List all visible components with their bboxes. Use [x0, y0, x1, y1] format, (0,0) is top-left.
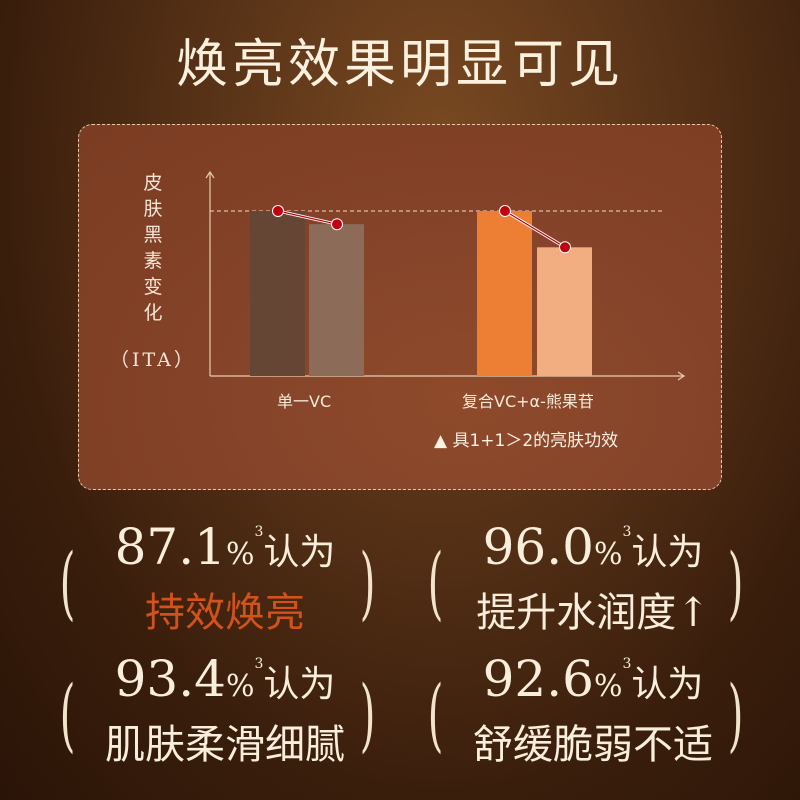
data-point	[559, 241, 571, 254]
close-paren: )	[359, 668, 376, 761]
stat-headline: 96.0%3认为	[428, 518, 758, 576]
close-paren: )	[359, 536, 376, 629]
open-paren: (	[59, 536, 76, 629]
stat-block: ( 96.0%3认为 提升水润度↑ )	[428, 518, 758, 638]
chart-annotation: ▲ 具1+1＞2的亮肤功效	[434, 431, 619, 451]
stat-suffix: 认为	[631, 532, 704, 573]
close-paren: )	[727, 668, 744, 761]
data-point	[272, 205, 284, 217]
bar	[537, 247, 592, 376]
open-paren: (	[427, 668, 444, 761]
trend-line-inner	[504, 210, 566, 248]
data-point	[499, 205, 511, 217]
stat-value: 87.1	[114, 518, 226, 576]
data-point	[331, 218, 343, 231]
y-axis-label: 皮肤黑素变化	[143, 172, 163, 324]
stat-unit: %	[593, 669, 623, 704]
stat-suffix: 认为	[263, 664, 336, 705]
footnote-marker: 3	[622, 524, 632, 540]
stat-description: 持效焕亮	[145, 590, 305, 636]
stat-suffix: 认为	[263, 532, 336, 573]
stat-suffix: 认为	[631, 664, 704, 705]
stat-block: ( 92.6%3认为 舒缓脆弱不适 )	[428, 650, 758, 770]
footnote-marker: 3	[622, 656, 632, 672]
stat-value: 92.6	[482, 650, 594, 708]
stat-description: 舒缓脆弱不适	[473, 722, 713, 768]
stat-block: ( 93.4%3认为 肌肤柔滑细腻 )	[60, 650, 390, 770]
stat-headline: 93.4%3认为	[60, 650, 390, 708]
close-paren: )	[727, 536, 744, 629]
bar	[250, 211, 305, 376]
stat-block: ( 87.1%3认为 持效焕亮 )	[60, 518, 390, 638]
stat-headline: 92.6%3认为	[428, 650, 758, 708]
stat-headline: 87.1%3认为	[60, 518, 390, 576]
footnote-marker: 3	[254, 656, 264, 672]
open-paren: (	[59, 668, 76, 761]
trend-line-inner	[277, 210, 338, 225]
stat-description: 肌肤柔滑细腻	[105, 722, 345, 768]
category-label: 复合VC+α-熊果苷	[462, 392, 594, 411]
bar	[309, 224, 364, 376]
stat-unit: %	[225, 537, 255, 572]
chart-panel	[78, 124, 722, 490]
stat-unit: %	[225, 669, 255, 704]
open-paren: (	[427, 536, 444, 629]
y-axis-unit: （ITA）	[110, 349, 196, 371]
page-title: 焕亮效果明显可见	[175, 35, 624, 95]
y-axis-arrow-icon	[205, 170, 215, 179]
bar	[477, 211, 532, 376]
stat-unit: %	[593, 537, 623, 572]
stat-description: 提升水润度↑	[476, 590, 710, 636]
stat-value: 93.4	[114, 650, 226, 708]
footnote-marker: 3	[254, 524, 264, 540]
stat-value: 96.0	[482, 518, 594, 576]
x-axis-arrow-icon	[677, 371, 686, 381]
category-label: 单一VC	[277, 392, 332, 411]
